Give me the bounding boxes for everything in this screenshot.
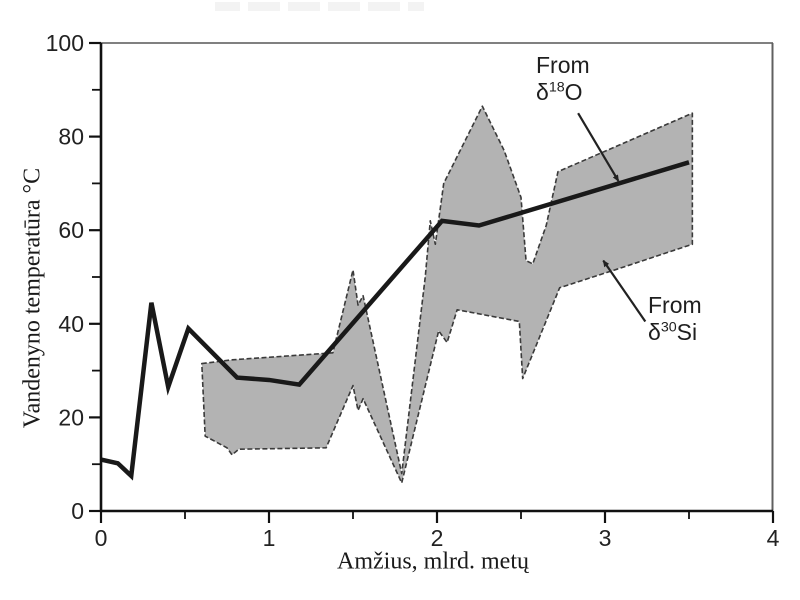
y-tick-label: 40 [58, 311, 84, 337]
title-remnant-block [288, 2, 320, 11]
x-axis-title: Amžius, mlrd. metų [337, 548, 529, 575]
annotation-from-d30si-line2: δ30Si [648, 319, 698, 345]
x-tick-label: 1 [263, 525, 276, 551]
y-tick-label: 0 [71, 498, 84, 524]
uncertainty-band-d30si [201, 105, 694, 484]
x-tick-label: 3 [599, 525, 612, 551]
annotation-from-d30si: From δ30Si [648, 292, 702, 346]
x-tick-label: 4 [767, 525, 780, 551]
annotation-from-d18o-line1: From [536, 52, 590, 78]
y-tick-label: 80 [58, 124, 84, 150]
annotation-arrow-o18 [577, 112, 620, 182]
annotation-from-d18o: From δ18O [536, 52, 590, 106]
y-tick-label: 60 [58, 217, 84, 243]
annotation-from-d30si-line1: From [648, 292, 702, 318]
x-tick-label: 0 [95, 525, 108, 551]
title-remnant-block [328, 2, 360, 11]
title-remnant-block [368, 2, 400, 11]
title-remnant-block [408, 2, 424, 11]
y-tick-label: 20 [58, 404, 84, 430]
temperature-line-d18o [100, 160, 690, 481]
annotation-from-d18o-line2: δ18O [536, 79, 583, 105]
annotation-arrow-si30 [602, 259, 647, 323]
y-axis-title: Vandenyno temperatūra °C [19, 167, 46, 429]
title-remnant-block [248, 2, 280, 11]
x-tick-label: 2 [431, 525, 444, 551]
title-remnant-block [215, 2, 240, 11]
y-tick-label: 100 [46, 30, 84, 56]
